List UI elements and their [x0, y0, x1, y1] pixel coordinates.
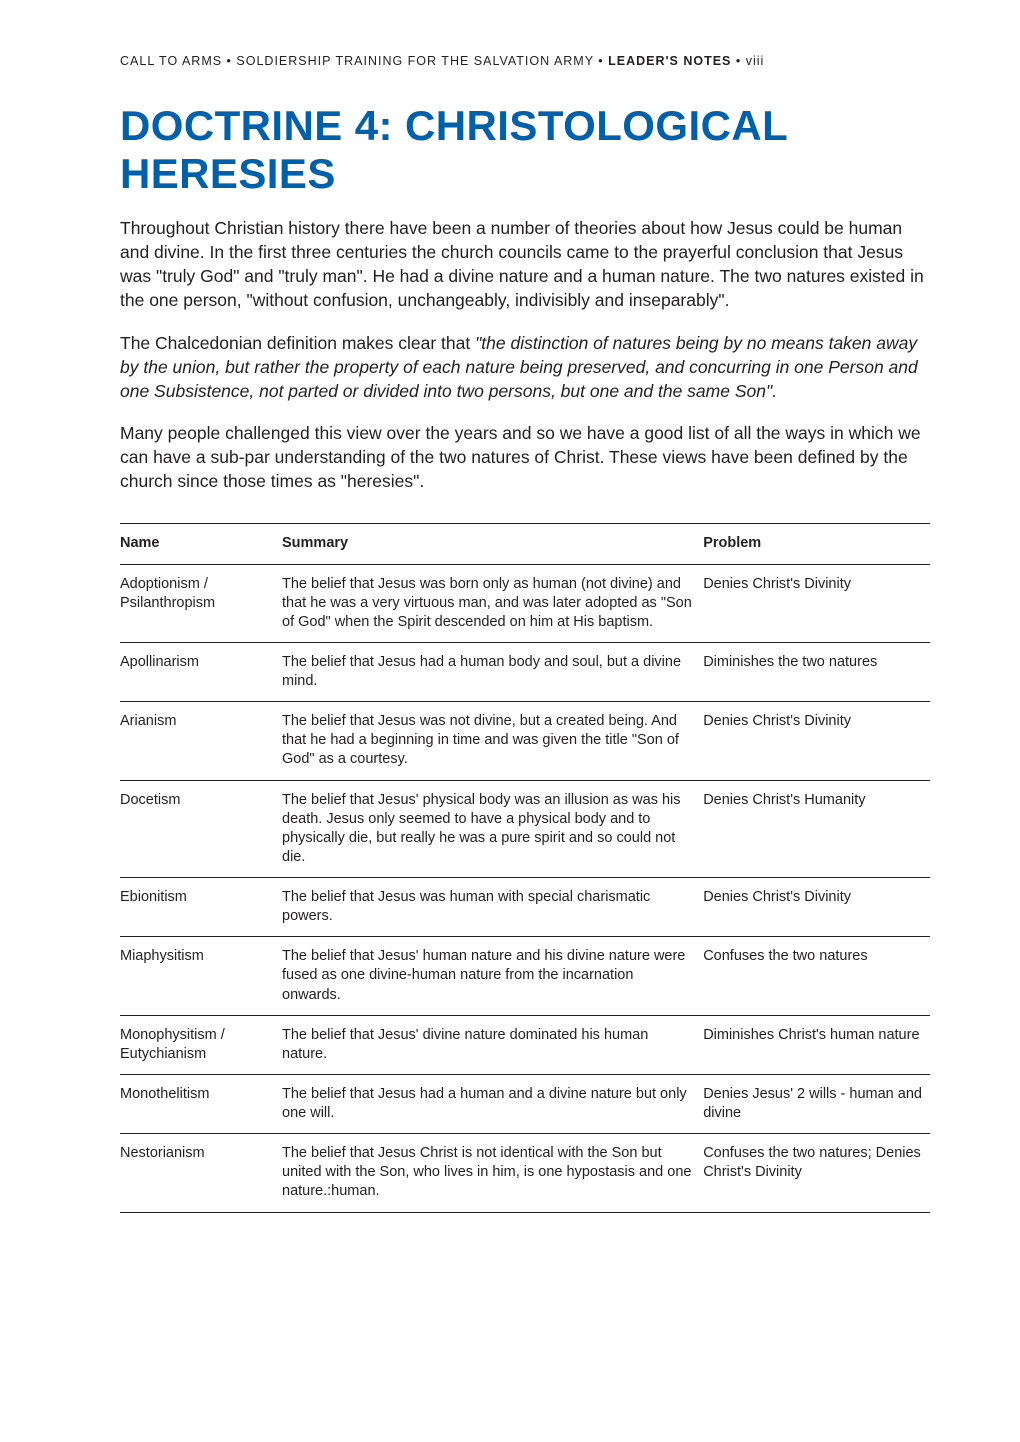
page-title: DOCTRINE 4: CHRISTOLOGICAL HERESIES: [120, 102, 930, 198]
cell-summary: The belief that Jesus' human nature and …: [282, 937, 703, 1015]
heresies-table: Name Summary Problem Adoptionism / Psila…: [120, 523, 930, 1212]
cell-problem: Denies Christ's Divinity: [703, 878, 930, 937]
col-header-name: Name: [120, 524, 282, 564]
cell-name: Monophysitism / Eutychianism: [120, 1015, 282, 1074]
cell-problem: Denies Christ's Divinity: [703, 702, 930, 780]
running-head-bold: LEADER'S NOTES: [608, 54, 731, 68]
col-header-summary: Summary: [282, 524, 703, 564]
cell-summary: The belief that Jesus' physical body was…: [282, 780, 703, 878]
cell-problem: Diminishes the two natures: [703, 642, 930, 701]
col-header-problem: Problem: [703, 524, 930, 564]
intro-para-2: The Chalcedonian definition makes clear …: [120, 331, 930, 403]
cell-summary: The belief that Jesus was not divine, bu…: [282, 702, 703, 780]
cell-name: Monothelitism: [120, 1074, 282, 1133]
cell-problem: Denies Christ's Humanity: [703, 780, 930, 878]
cell-problem: Confuses the two natures: [703, 937, 930, 1015]
cell-name: Nestorianism: [120, 1134, 282, 1212]
cell-name: Miaphysitism: [120, 937, 282, 1015]
table-row: NestorianismThe belief that Jesus Christ…: [120, 1134, 930, 1212]
page: CALL TO ARMS • SOLDIERSHIP TRAINING FOR …: [0, 0, 1020, 1442]
table-row: Monophysitism / EutychianismThe belief t…: [120, 1015, 930, 1074]
table-row: MiaphysitismThe belief that Jesus' human…: [120, 937, 930, 1015]
table-row: Adoptionism / PsilanthropismThe belief t…: [120, 564, 930, 642]
cell-summary: The belief that Jesus had a human body a…: [282, 642, 703, 701]
para2-lead: The Chalcedonian definition makes clear …: [120, 333, 475, 353]
cell-name: Arianism: [120, 702, 282, 780]
running-head-suffix: • viii: [731, 54, 764, 68]
cell-summary: The belief that Jesus' divine nature dom…: [282, 1015, 703, 1074]
cell-name: Docetism: [120, 780, 282, 878]
table-header-row: Name Summary Problem: [120, 524, 930, 564]
cell-summary: The belief that Jesus Christ is not iden…: [282, 1134, 703, 1212]
cell-problem: Diminishes Christ's human nature: [703, 1015, 930, 1074]
table-body: Adoptionism / PsilanthropismThe belief t…: [120, 564, 930, 1212]
cell-problem: Confuses the two natures; Denies Christ'…: [703, 1134, 930, 1212]
cell-summary: The belief that Jesus was born only as h…: [282, 564, 703, 642]
running-head-prefix: CALL TO ARMS • SOLDIERSHIP TRAINING FOR …: [120, 54, 608, 68]
cell-name: Adoptionism / Psilanthropism: [120, 564, 282, 642]
table-row: EbionitismThe belief that Jesus was huma…: [120, 878, 930, 937]
cell-name: Apollinarism: [120, 642, 282, 701]
table-row: MonothelitismThe belief that Jesus had a…: [120, 1074, 930, 1133]
cell-problem: Denies Jesus' 2 wills - human and divine: [703, 1074, 930, 1133]
cell-problem: Denies Christ's Divinity: [703, 564, 930, 642]
intro-para-1: Throughout Christian history there have …: [120, 216, 930, 313]
table-row: ApollinarismThe belief that Jesus had a …: [120, 642, 930, 701]
table-row: ArianismThe belief that Jesus was not di…: [120, 702, 930, 780]
table-row: DocetismThe belief that Jesus' physical …: [120, 780, 930, 878]
running-head: CALL TO ARMS • SOLDIERSHIP TRAINING FOR …: [120, 54, 930, 68]
cell-summary: The belief that Jesus was human with spe…: [282, 878, 703, 937]
intro-para-3: Many people challenged this view over th…: [120, 421, 930, 493]
cell-summary: The belief that Jesus had a human and a …: [282, 1074, 703, 1133]
cell-name: Ebionitism: [120, 878, 282, 937]
